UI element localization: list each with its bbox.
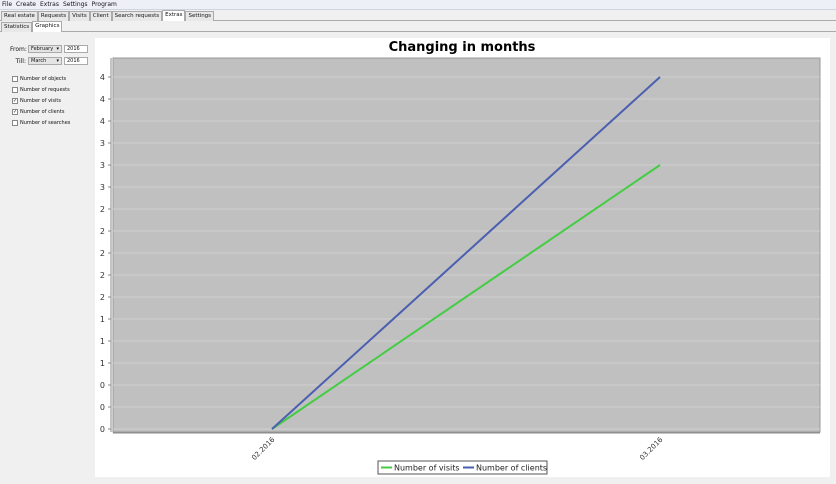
line-chart: Changing in months 0 0 0 1 1 1 2 2 2 2 2 3 3 3 4 4 4 02.20… — [100, 40, 821, 475]
y-tick-label: 3 — [100, 161, 105, 170]
checkbox-box[interactable] — [12, 87, 18, 93]
checkbox-number-of-requests[interactable]: Number of requests — [12, 87, 70, 93]
till-label: Till: — [15, 57, 26, 65]
from-month-select[interactable]: February ▾ — [28, 45, 62, 53]
checkbox-box[interactable] — [12, 76, 18, 82]
y-tick-label: 2 — [100, 205, 105, 214]
series-line-number-of-visits — [271, 164, 661, 430]
from-label: From: — [10, 45, 27, 53]
menu-settings[interactable]: Settings — [62, 1, 88, 8]
subtab-graphics[interactable]: Graphics — [32, 21, 63, 32]
tab-client[interactable]: Client — [89, 11, 112, 21]
plot-area — [112, 57, 821, 433]
y-tick-label: 0 — [100, 425, 105, 434]
checkbox-number-of-searches[interactable]: Number of searches — [12, 120, 70, 126]
menu-extras[interactable]: Extras — [39, 1, 59, 8]
checkbox-number-of-clients[interactable]: ✓ Number of clients — [12, 109, 65, 115]
y-tick-label: 1 — [100, 359, 105, 368]
checkbox-number-of-objects[interactable]: Number of objects — [12, 76, 66, 82]
checkbox-box[interactable]: ✓ — [12, 98, 18, 104]
tab-extras[interactable]: Extras — [162, 10, 186, 21]
legend-label: Number of clients — [476, 464, 547, 473]
y-tick-label: 4 — [100, 73, 105, 82]
x-tick-label: 03.2016 — [638, 435, 665, 462]
checkbox-box[interactable] — [12, 120, 18, 126]
y-tick-label: 1 — [100, 315, 105, 324]
tab-settings[interactable]: Settings — [185, 11, 215, 21]
tab-real-estate[interactable]: Real estate — [1, 11, 38, 21]
sub-tabs: Statistics Graphics — [0, 21, 836, 32]
y-tick-label: 4 — [100, 95, 105, 104]
y-tick-label: 2 — [100, 293, 105, 302]
subtab-statistics[interactable]: Statistics — [1, 22, 33, 32]
y-tick-label: 4 — [100, 117, 105, 126]
checkbox-number-of-visits[interactable]: ✓ Number of visits — [12, 98, 61, 104]
legend: Number of visits Number of clients — [377, 460, 548, 475]
dropdown-arrow-icon: ▾ — [56, 46, 59, 52]
y-tick-label: 2 — [100, 271, 105, 280]
checkbox-box[interactable]: ✓ — [12, 109, 18, 115]
y-tick-label: 3 — [100, 183, 105, 192]
series-line-number-of-clients — [271, 76, 661, 430]
y-tick-label: 2 — [100, 227, 105, 236]
menu-create[interactable]: Create — [16, 1, 36, 8]
tab-visits[interactable]: Visits — [69, 11, 90, 21]
till-year-input[interactable]: 2016 — [64, 57, 88, 65]
y-tick-label: 0 — [100, 403, 105, 412]
main-tabs: Real estate Requests Visits Client Search re… — [0, 10, 836, 21]
chart-title: Changing in months — [389, 40, 536, 55]
menu-file[interactable]: File — [2, 1, 13, 8]
legend-label: Number of visits — [394, 464, 460, 473]
legend-box — [377, 460, 548, 475]
chart-panel: Changing in months 0 0 0 1 1 1 2 2 2 2 2 3 3 3 4 4 4 02.20… — [95, 38, 830, 477]
tab-search-requests[interactable]: Search requests — [111, 11, 163, 21]
y-tick-label: 2 — [100, 249, 105, 258]
till-month-select[interactable]: March ▾ — [28, 57, 62, 65]
from-year-input[interactable]: 2016 — [64, 45, 88, 53]
menu-program[interactable]: Program — [91, 1, 117, 8]
dropdown-arrow-icon: ▾ — [56, 58, 59, 64]
x-tick-label: 02.2016 — [250, 435, 277, 462]
menu-bar: File Create Extras Settings Program — [0, 0, 836, 10]
y-tick-label: 1 — [100, 337, 105, 346]
tab-requests[interactable]: Requests — [37, 11, 70, 21]
filter-panel: From: February ▾ 2016 Till: March ▾ 2016 N… — [0, 32, 93, 484]
y-tick-label: 0 — [100, 381, 105, 390]
y-tick-label: 3 — [100, 139, 105, 148]
